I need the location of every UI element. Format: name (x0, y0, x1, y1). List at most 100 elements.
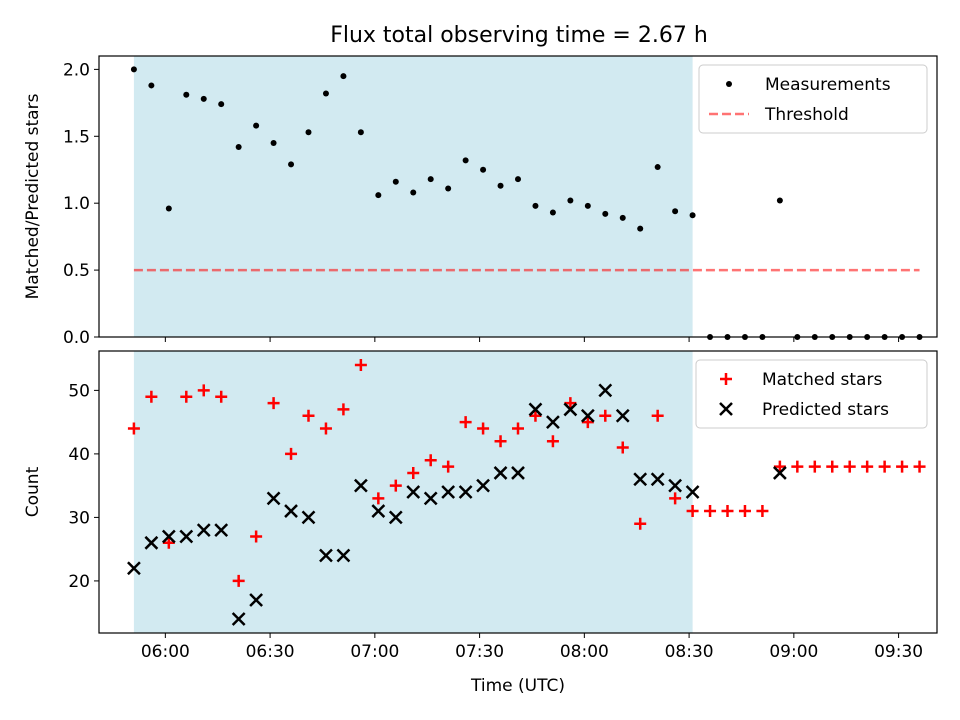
predicted-stars-point (650, 472, 665, 487)
matched-stars-point (127, 422, 140, 435)
matched-stars-point (861, 460, 874, 473)
predicted-stars-point (144, 535, 159, 550)
matched-stars-point (878, 460, 891, 473)
legend-label: Matched stars (762, 370, 882, 390)
predicted-stars-point (441, 485, 456, 499)
matched-stars-point (494, 435, 507, 448)
matched-stars-point (407, 466, 420, 479)
predicted-stars-point (685, 485, 700, 499)
top-panel: 0.0 0.5 1.0 1.5 2.0 Matched/Predicted stars Me… (23, 55, 938, 348)
matched-stars-point (162, 536, 175, 549)
predicted-stars-point (127, 561, 141, 576)
predicted-stars-point (633, 472, 648, 487)
matched-stars-point (651, 409, 664, 422)
predicted-stars-point (336, 548, 351, 563)
measurement-point (689, 212, 696, 219)
predicted-stars-point (179, 529, 194, 544)
legend-box (695, 359, 928, 429)
chart-title: Flux total observing time = 2.67 h (330, 23, 708, 48)
predicted-stars-point (546, 415, 560, 430)
matched-stars-point (686, 505, 699, 518)
measurement-point (637, 225, 644, 232)
matched-stars-point (354, 358, 367, 371)
measurement-point (130, 66, 137, 73)
matched-stars-point (616, 441, 629, 454)
matched-stars-point (756, 505, 769, 518)
matched-stars-point (477, 422, 490, 435)
legend-label: Predicted stars (762, 400, 889, 420)
y-tick-label: 40 (68, 445, 90, 465)
matched-stars-point (319, 422, 332, 435)
predicted-stars-point (161, 529, 176, 544)
measurement-point (480, 166, 487, 173)
measurement-point (165, 205, 172, 212)
matched-stars-point (267, 397, 280, 410)
predicted-stars-point (266, 491, 281, 506)
legend-label: Threshold (764, 105, 849, 125)
y-tick-label: 0.5 (63, 261, 90, 281)
y-tick-label: 0.0 (63, 328, 90, 348)
predicted-stars-point (284, 504, 298, 518)
measurement-point (602, 210, 609, 217)
predicted-stars-point (772, 466, 787, 480)
matched-stars-point (529, 409, 542, 422)
matched-stars-point (215, 390, 228, 403)
axes-frame (98, 350, 938, 634)
matched-stars-point (564, 397, 577, 410)
matched-stars-point (180, 390, 193, 403)
y-tick-label: 1.0 (63, 194, 90, 214)
matched-stars-point (232, 574, 245, 587)
predicted-stars-point (528, 402, 543, 417)
measurement-point (567, 197, 574, 204)
matched-stars-point (913, 460, 926, 473)
matched-stars-point (512, 422, 524, 435)
matched-stars-point (738, 505, 751, 518)
matched-stars-point (302, 409, 315, 422)
matched-stars-point (808, 460, 821, 473)
legend-marker-matched (720, 373, 732, 385)
measurement-point (288, 161, 295, 168)
axes-frame (98, 55, 938, 338)
measurement-point (235, 143, 242, 150)
y-axis-label: Matched/Predicted stars (23, 93, 43, 299)
matched-stars-point (337, 403, 350, 416)
matched-stars-point (372, 492, 385, 505)
predicted-stars-point (353, 478, 368, 493)
predicted-stars-point (476, 478, 490, 493)
predicted-stars-point (196, 523, 211, 537)
predicted-stars-point (319, 548, 333, 563)
matched-stars-point (546, 435, 559, 448)
measurement-point (392, 178, 399, 185)
matched-stars-point (843, 460, 856, 473)
matched-stars-point (721, 505, 734, 518)
predicted-stars-point (388, 510, 403, 525)
measurement-point (410, 189, 417, 196)
matched-stars-point (145, 390, 158, 403)
legend-marker-predicted (719, 402, 733, 416)
observing-interval-shade (133, 56, 693, 337)
matched-stars-point (896, 460, 909, 473)
measurement-point (200, 95, 207, 102)
predicted-stars-point (458, 485, 473, 499)
measurement-point (375, 192, 382, 199)
predicted-stars-point (493, 466, 508, 480)
x-tick-label: 08:30 (665, 642, 714, 662)
measurement-point (776, 197, 783, 204)
legend-label: Measurements (765, 75, 891, 95)
predicted-stars-point (668, 478, 683, 493)
measurement-point (357, 129, 364, 136)
x-tick-label: 07:00 (350, 642, 399, 662)
x-tick-label: 09:00 (769, 642, 818, 662)
matched-stars-point (826, 460, 839, 473)
matched-stars-point (389, 479, 402, 492)
measurement-point (253, 122, 260, 129)
predicted-stars-point (301, 510, 316, 525)
legend: Matched stars Predicted stars (695, 359, 928, 429)
matched-stars-point (581, 416, 594, 429)
measurement-point (270, 139, 277, 146)
legend: Measurements Threshold (698, 64, 928, 134)
matched-stars-point (442, 460, 455, 473)
predicted-stars-point (214, 523, 229, 537)
measurement-point (148, 82, 155, 89)
matched-stars-point (634, 517, 647, 530)
